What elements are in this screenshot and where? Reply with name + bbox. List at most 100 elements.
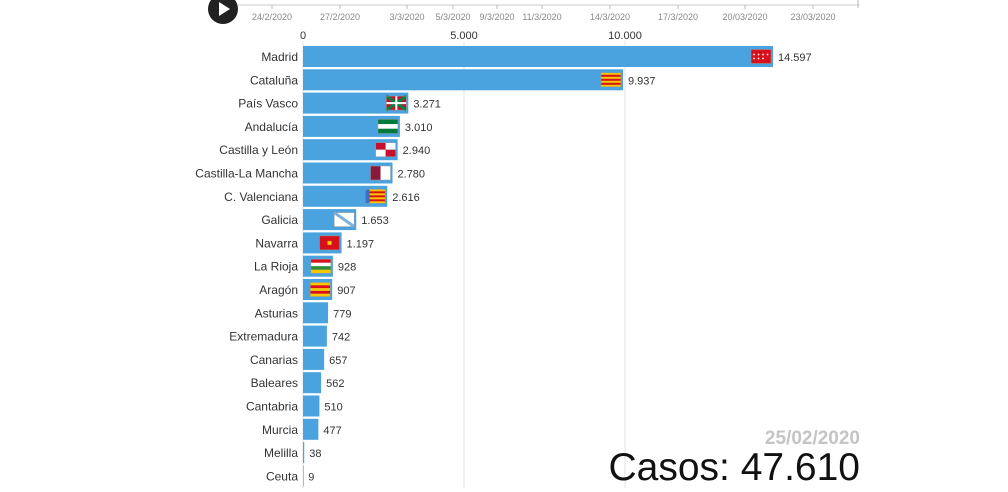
x-tick-label: 10.000 xyxy=(608,30,642,42)
flag-star xyxy=(757,53,760,56)
value-label: 3.271 xyxy=(413,99,441,111)
category-label: Baleares xyxy=(251,376,298,390)
flag-border xyxy=(309,282,331,297)
timeline-label: 23/03/2020 xyxy=(790,12,835,22)
bar-group: Murcia 477 xyxy=(262,418,342,440)
bar xyxy=(303,372,322,394)
value-label: 907 xyxy=(337,285,355,297)
bar-group: Castilla y León 2.940 xyxy=(219,139,431,161)
flag-star xyxy=(753,57,755,60)
flag-part xyxy=(600,76,621,79)
flag-part xyxy=(370,166,381,180)
flag-part xyxy=(377,128,398,134)
value-label: 562 xyxy=(326,378,344,390)
value-label: 9.937 xyxy=(628,75,656,87)
flag-star xyxy=(762,57,764,60)
flag-border xyxy=(600,72,622,88)
timeline-label: 14/3/2020 xyxy=(590,12,630,22)
bar-group: Galicia 1.653 xyxy=(261,209,389,231)
x-tick-label: 5.000 xyxy=(450,30,478,42)
bar xyxy=(303,92,409,114)
bar-group: Navarra 1.197 xyxy=(255,232,375,254)
value-label: 1.653 xyxy=(361,215,389,227)
value-label: 510 xyxy=(324,402,342,414)
flag-part xyxy=(375,149,386,157)
flag-border xyxy=(310,258,332,274)
flag-part xyxy=(600,80,621,83)
current-date: 25/02/2020 xyxy=(764,428,860,449)
category-label: Aragón xyxy=(259,283,298,297)
bar-group: Cantabria 510 xyxy=(246,395,343,417)
total-cases: Casos: 47.610 xyxy=(608,446,860,489)
flag-part xyxy=(365,191,386,194)
bar xyxy=(303,302,329,324)
bar xyxy=(303,395,320,417)
flag-part xyxy=(385,142,396,150)
bar xyxy=(303,115,400,137)
flag-star xyxy=(757,57,760,60)
flag-emblem xyxy=(327,240,332,245)
timeline-label: 24/2/2020 xyxy=(252,12,292,22)
x-tick-label: 0 xyxy=(300,30,306,42)
value-label: 14.597 xyxy=(778,52,812,64)
bar-group: Aragón 907 xyxy=(259,279,356,300)
bar xyxy=(303,442,305,464)
flag-star xyxy=(766,53,769,56)
flag-part xyxy=(600,82,621,85)
flag-part xyxy=(600,72,621,75)
category-label: La Rioja xyxy=(254,260,298,274)
bar-group: Extremadura 742 xyxy=(229,325,350,347)
flag-part xyxy=(380,166,391,180)
bar xyxy=(303,46,774,67)
x-axis-ticks: 0 5.000 10.000 xyxy=(300,30,642,42)
bar xyxy=(303,465,304,487)
category-label: Andalucía xyxy=(245,120,299,134)
bar xyxy=(303,348,325,370)
flag-part xyxy=(310,266,331,270)
flag-part xyxy=(310,269,331,274)
timeline-label: 5/3/2020 xyxy=(435,12,470,22)
category-label: Asturias xyxy=(255,306,298,320)
value-label: 3.010 xyxy=(405,122,433,134)
play-icon xyxy=(219,2,230,16)
flag-border xyxy=(377,119,399,134)
value-label: 2.940 xyxy=(403,145,431,157)
category-label: Galicia xyxy=(261,213,298,227)
category-label: Navarra xyxy=(255,236,298,250)
flag-part xyxy=(310,293,331,297)
bar xyxy=(303,69,623,91)
value-label: 477 xyxy=(323,425,341,437)
play-button[interactable] xyxy=(208,0,238,24)
value-label: 928 xyxy=(338,262,356,274)
bar-group: Canarias 657 xyxy=(250,348,348,370)
category-label: C. Valenciana xyxy=(224,190,298,204)
category-label: Castilla-La Mancha xyxy=(195,167,298,181)
bar xyxy=(303,139,398,161)
value-label: 742 xyxy=(332,332,350,344)
bar-group: Andalucía 3.010 xyxy=(245,115,433,137)
value-label: 1.197 xyxy=(347,238,375,250)
category-label: Cantabria xyxy=(246,400,298,414)
bar xyxy=(303,325,327,347)
flag-part xyxy=(600,74,621,77)
bars: Madrid 14.597 Cataluña 9.937 País Vasco 3.271… xyxy=(195,46,812,487)
timeline-slider[interactable]: 24/2/2020 27/2/2020 3/3/2020 5/3/2020 9/3/20… xyxy=(238,0,860,22)
category-label: Canarias xyxy=(250,353,298,367)
flag-star xyxy=(762,53,764,56)
flag-part xyxy=(310,282,331,286)
flag-star xyxy=(753,53,755,56)
flag-border xyxy=(333,212,355,227)
flag-part xyxy=(310,290,331,294)
bar-group: Cataluña 9.937 xyxy=(250,69,656,91)
flag-part xyxy=(310,262,331,267)
flag-part xyxy=(365,199,386,202)
category-label: Madrid xyxy=(261,50,298,64)
timeline-label: 20/03/2020 xyxy=(722,12,767,22)
bar-group: Madrid 14.597 xyxy=(261,46,812,67)
flag-part xyxy=(377,124,398,129)
value-label: 9 xyxy=(308,471,314,483)
flag-part xyxy=(310,259,331,263)
flag-border xyxy=(750,49,772,64)
category-label: Extremadura xyxy=(229,330,298,344)
